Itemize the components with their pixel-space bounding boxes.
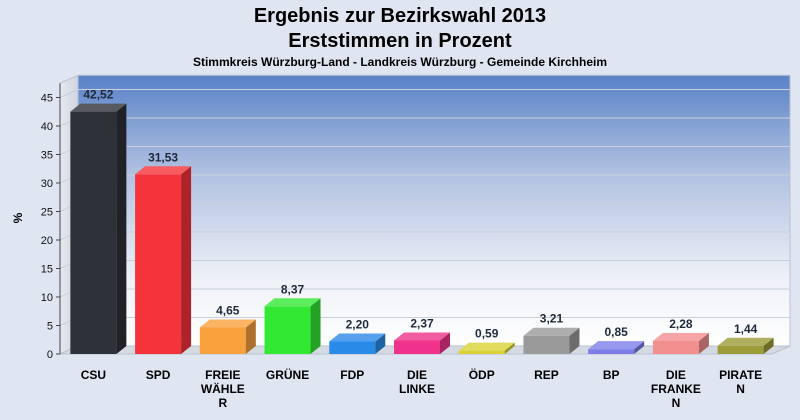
value-label: 2,20 [346,317,370,331]
bar-top [264,298,321,307]
value-label: 42,52 [83,88,113,102]
category-label: FDP [340,368,364,382]
value-label: 0,85 [605,325,629,339]
bar-side [698,333,709,354]
bars [70,103,774,354]
bar [264,298,321,354]
bar-front [523,335,570,354]
gridline-diagonal [59,89,79,98]
category-label: ÖDP [469,367,495,382]
bar [135,166,192,354]
bar-top [588,341,645,350]
bar-front [458,350,505,354]
value-label: 2,37 [410,316,434,330]
x-axis-labels: CSU SPD FREIE WÄHLE R GRÜNE FDP DIE LINKE ÖDP REP B… [81,367,763,410]
bar-top [394,332,450,341]
chart-caption: Stimmkreis Würzburg-Land - Landkreis Wür… [193,55,607,69]
chart-subtitle: Erststimmen in Prozent [288,30,512,52]
category-label: GRÜNE [266,367,309,382]
bar-front [329,341,376,354]
category-label: CSU [81,368,106,382]
bar-front [717,345,764,354]
bar [523,327,580,354]
bar-side [763,337,774,354]
value-labels: 42,52 31,53 4,65 8,37 2,20 2,37 0,59 3,21 0,85 2,… [83,88,757,341]
bar-top [523,327,580,336]
y-tick-label: 40 [41,121,53,133]
category-label: REP [534,368,559,382]
category-label: PIRATE N [719,368,762,396]
y-tick-label: 45 [41,93,53,105]
bar-front [652,341,699,354]
plot-back-wall [77,74,791,347]
bar-top [135,166,192,175]
bar-top [199,319,256,328]
bar [458,342,515,354]
y-axis-label: % [11,212,25,223]
bar-side [181,166,192,354]
bar [70,103,127,354]
bar [588,341,645,354]
value-label: 31,53 [148,150,178,164]
category-label: DIE LINKE [399,368,435,396]
category-label: DIE FRANKE N [651,368,701,410]
y-axis-ticks: 0 5 10 15 20 25 30 35 40 45 [41,83,61,361]
category-label: FREIE WÄHLE R [201,368,245,410]
y-tick-label: 0 [47,349,53,361]
y-tick-label: 20 [41,235,53,247]
bar [329,333,386,354]
chart-title: Ergebnis zur Bezirkswahl 2013 [254,5,546,27]
bar [394,332,450,354]
value-label: 4,65 [216,303,240,317]
bar-front [70,111,117,354]
bar-top [329,333,386,342]
value-label: 3,21 [540,312,564,326]
value-label: 1,44 [734,322,758,336]
y-tick-label: 15 [41,264,53,276]
bar-front [135,174,182,354]
y-tick-label: 30 [41,178,53,190]
category-label: SPD [146,368,171,382]
bar-side [504,342,515,354]
bar-top [458,342,515,351]
bar-side [245,319,256,354]
bar-front [199,327,246,354]
y-tick-label: 10 [41,292,53,304]
gridlines [59,89,790,326]
bar-front [588,349,635,354]
bar [652,333,709,354]
bar-side [375,333,386,354]
bar-side [634,341,645,354]
value-label: 8,37 [281,282,305,296]
bar-front [394,340,440,354]
bar [199,319,256,354]
bar-top [652,333,709,342]
category-label: BP [603,368,620,382]
y-tick-label: 35 [41,150,53,162]
bar-top [70,103,127,112]
bar-side [569,327,580,354]
bar [717,337,774,354]
bar-front [264,306,311,354]
value-label: 0,59 [475,327,499,341]
bar-side [310,298,321,354]
y-tick-label: 5 [47,321,53,333]
y-tick-label: 25 [41,207,53,219]
bar-side [440,332,450,354]
bar-top [717,337,774,346]
value-label: 2,28 [669,317,693,331]
bar-side [116,103,127,354]
